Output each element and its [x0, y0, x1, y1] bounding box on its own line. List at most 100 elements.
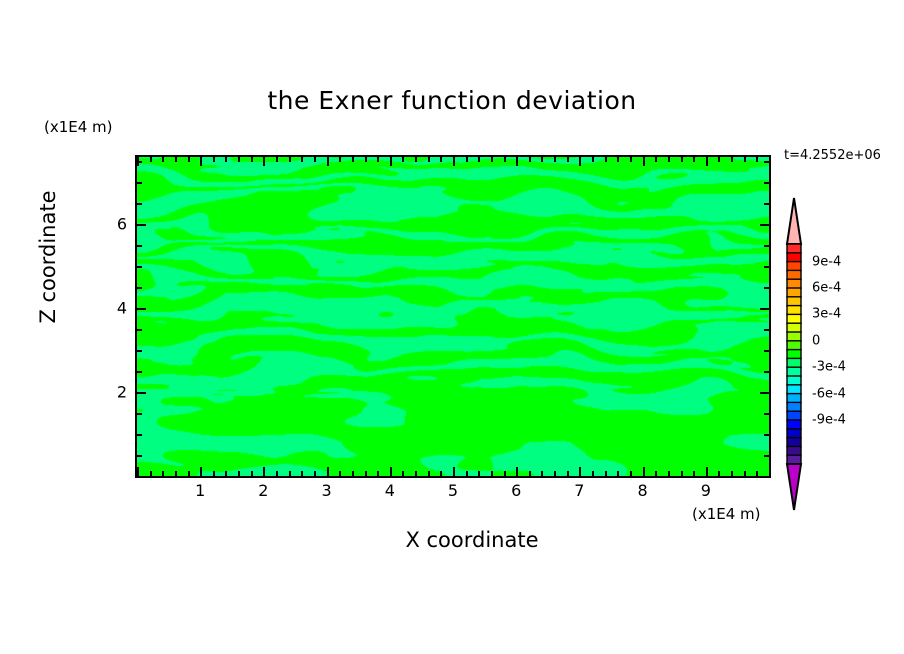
- colorbar-band: [786, 392, 802, 404]
- axis-tick: [453, 157, 455, 166]
- axis-tick: [541, 471, 543, 476]
- axis-tick: [390, 467, 392, 476]
- axis-tick: [760, 392, 769, 394]
- axis-tick: [764, 413, 769, 415]
- contour-field: [137, 157, 769, 476]
- colorbar-band: [786, 357, 802, 369]
- x-tick-label: 5: [447, 481, 459, 500]
- colorbar: [780, 196, 808, 512]
- x-tick-label: 9: [700, 481, 711, 500]
- axis-tick: [731, 157, 733, 162]
- axis-tick: [137, 467, 139, 476]
- axis-tick: [365, 157, 367, 162]
- axis-tick: [630, 157, 632, 162]
- axis-tick: [238, 471, 240, 476]
- axis-tick: [415, 471, 417, 476]
- axis-tick: [567, 471, 569, 476]
- axis-tick: [764, 287, 769, 289]
- axis-tick: [200, 157, 202, 166]
- axis-tick: [655, 157, 657, 162]
- axis-tick: [605, 471, 607, 476]
- axis-tick: [137, 266, 142, 268]
- axis-tick: [188, 157, 190, 162]
- axis-tick: [764, 203, 769, 205]
- x-tick-label: 2: [258, 481, 269, 500]
- axis-tick: [453, 467, 455, 476]
- axis-tick: [744, 157, 746, 162]
- axis-tick: [466, 157, 468, 162]
- axis-tick: [289, 157, 291, 162]
- axis-tick: [760, 308, 769, 310]
- axis-tick: [137, 161, 142, 163]
- axis-tick: [428, 157, 430, 162]
- axis-tick: [764, 266, 769, 268]
- axis-tick: [213, 471, 215, 476]
- axis-tick: [137, 371, 142, 373]
- axis-tick: [188, 471, 190, 476]
- axis-tick: [352, 157, 354, 162]
- axis-tick: [516, 467, 518, 476]
- colorbar-band: [786, 287, 802, 299]
- axis-tick: [137, 413, 142, 415]
- axis-tick: [150, 157, 152, 162]
- axis-tick: [579, 467, 581, 476]
- axis-tick: [764, 434, 769, 436]
- axis-tick: [162, 157, 164, 162]
- colorbar-band: [786, 436, 802, 448]
- axis-tick: [764, 245, 769, 247]
- axis-tick: [137, 434, 142, 436]
- axis-tick: [668, 471, 670, 476]
- colorbar-tick-label: 9e-4: [812, 254, 842, 270]
- axis-tick: [764, 455, 769, 457]
- axis-tick: [769, 467, 771, 476]
- axis-tick: [276, 157, 278, 162]
- axis-tick: [377, 157, 379, 162]
- axis-tick: [617, 157, 619, 162]
- axis-tick: [764, 182, 769, 184]
- axis-tick: [516, 157, 518, 166]
- axis-tick: [225, 157, 227, 162]
- colorbar-band: [786, 252, 802, 263]
- axis-tick: [769, 157, 771, 166]
- axis-tick: [440, 157, 442, 162]
- axis-tick: [238, 157, 240, 162]
- axis-tick: [567, 157, 569, 162]
- colorbar-band: [786, 260, 802, 272]
- axis-tick: [592, 157, 594, 162]
- axis-tick: [579, 157, 581, 166]
- axis-tick: [643, 467, 645, 476]
- x-axis-unit-label: (x1E4 m): [692, 505, 761, 523]
- axis-tick: [213, 157, 215, 162]
- axis-tick: [263, 467, 265, 476]
- x-axis-title: X coordinate: [0, 528, 904, 552]
- colorbar-band: [786, 278, 802, 290]
- axis-tick: [301, 471, 303, 476]
- axis-tick: [137, 224, 146, 226]
- colorbar-band: [786, 348, 802, 360]
- x-tick-label: 8: [637, 481, 648, 500]
- colorbar-band: [786, 304, 802, 316]
- axis-tick: [764, 161, 769, 163]
- axis-tick: [390, 157, 392, 166]
- axis-tick: [693, 157, 695, 162]
- x-tick-label: 6: [511, 481, 522, 500]
- axis-tick: [764, 350, 769, 352]
- colorbar-band: [786, 243, 802, 255]
- axis-tick: [377, 471, 379, 476]
- axis-tick: [764, 329, 769, 331]
- x-tick-label: 4: [384, 481, 395, 500]
- axis-tick: [137, 182, 142, 184]
- axis-tick: [756, 157, 758, 162]
- colorbar-band: [786, 313, 802, 325]
- axis-tick: [365, 471, 367, 476]
- axis-tick: [276, 471, 278, 476]
- colorbar-band: [786, 331, 802, 343]
- axis-tick: [529, 471, 531, 476]
- axis-tick: [137, 329, 142, 331]
- colorbar-band: [786, 269, 802, 281]
- axis-tick: [466, 471, 468, 476]
- timestamp-annotation: t=4.2552e+06: [784, 148, 881, 163]
- x-tick-label: 1: [195, 481, 206, 500]
- axis-tick: [478, 157, 480, 162]
- axis-tick: [760, 224, 769, 226]
